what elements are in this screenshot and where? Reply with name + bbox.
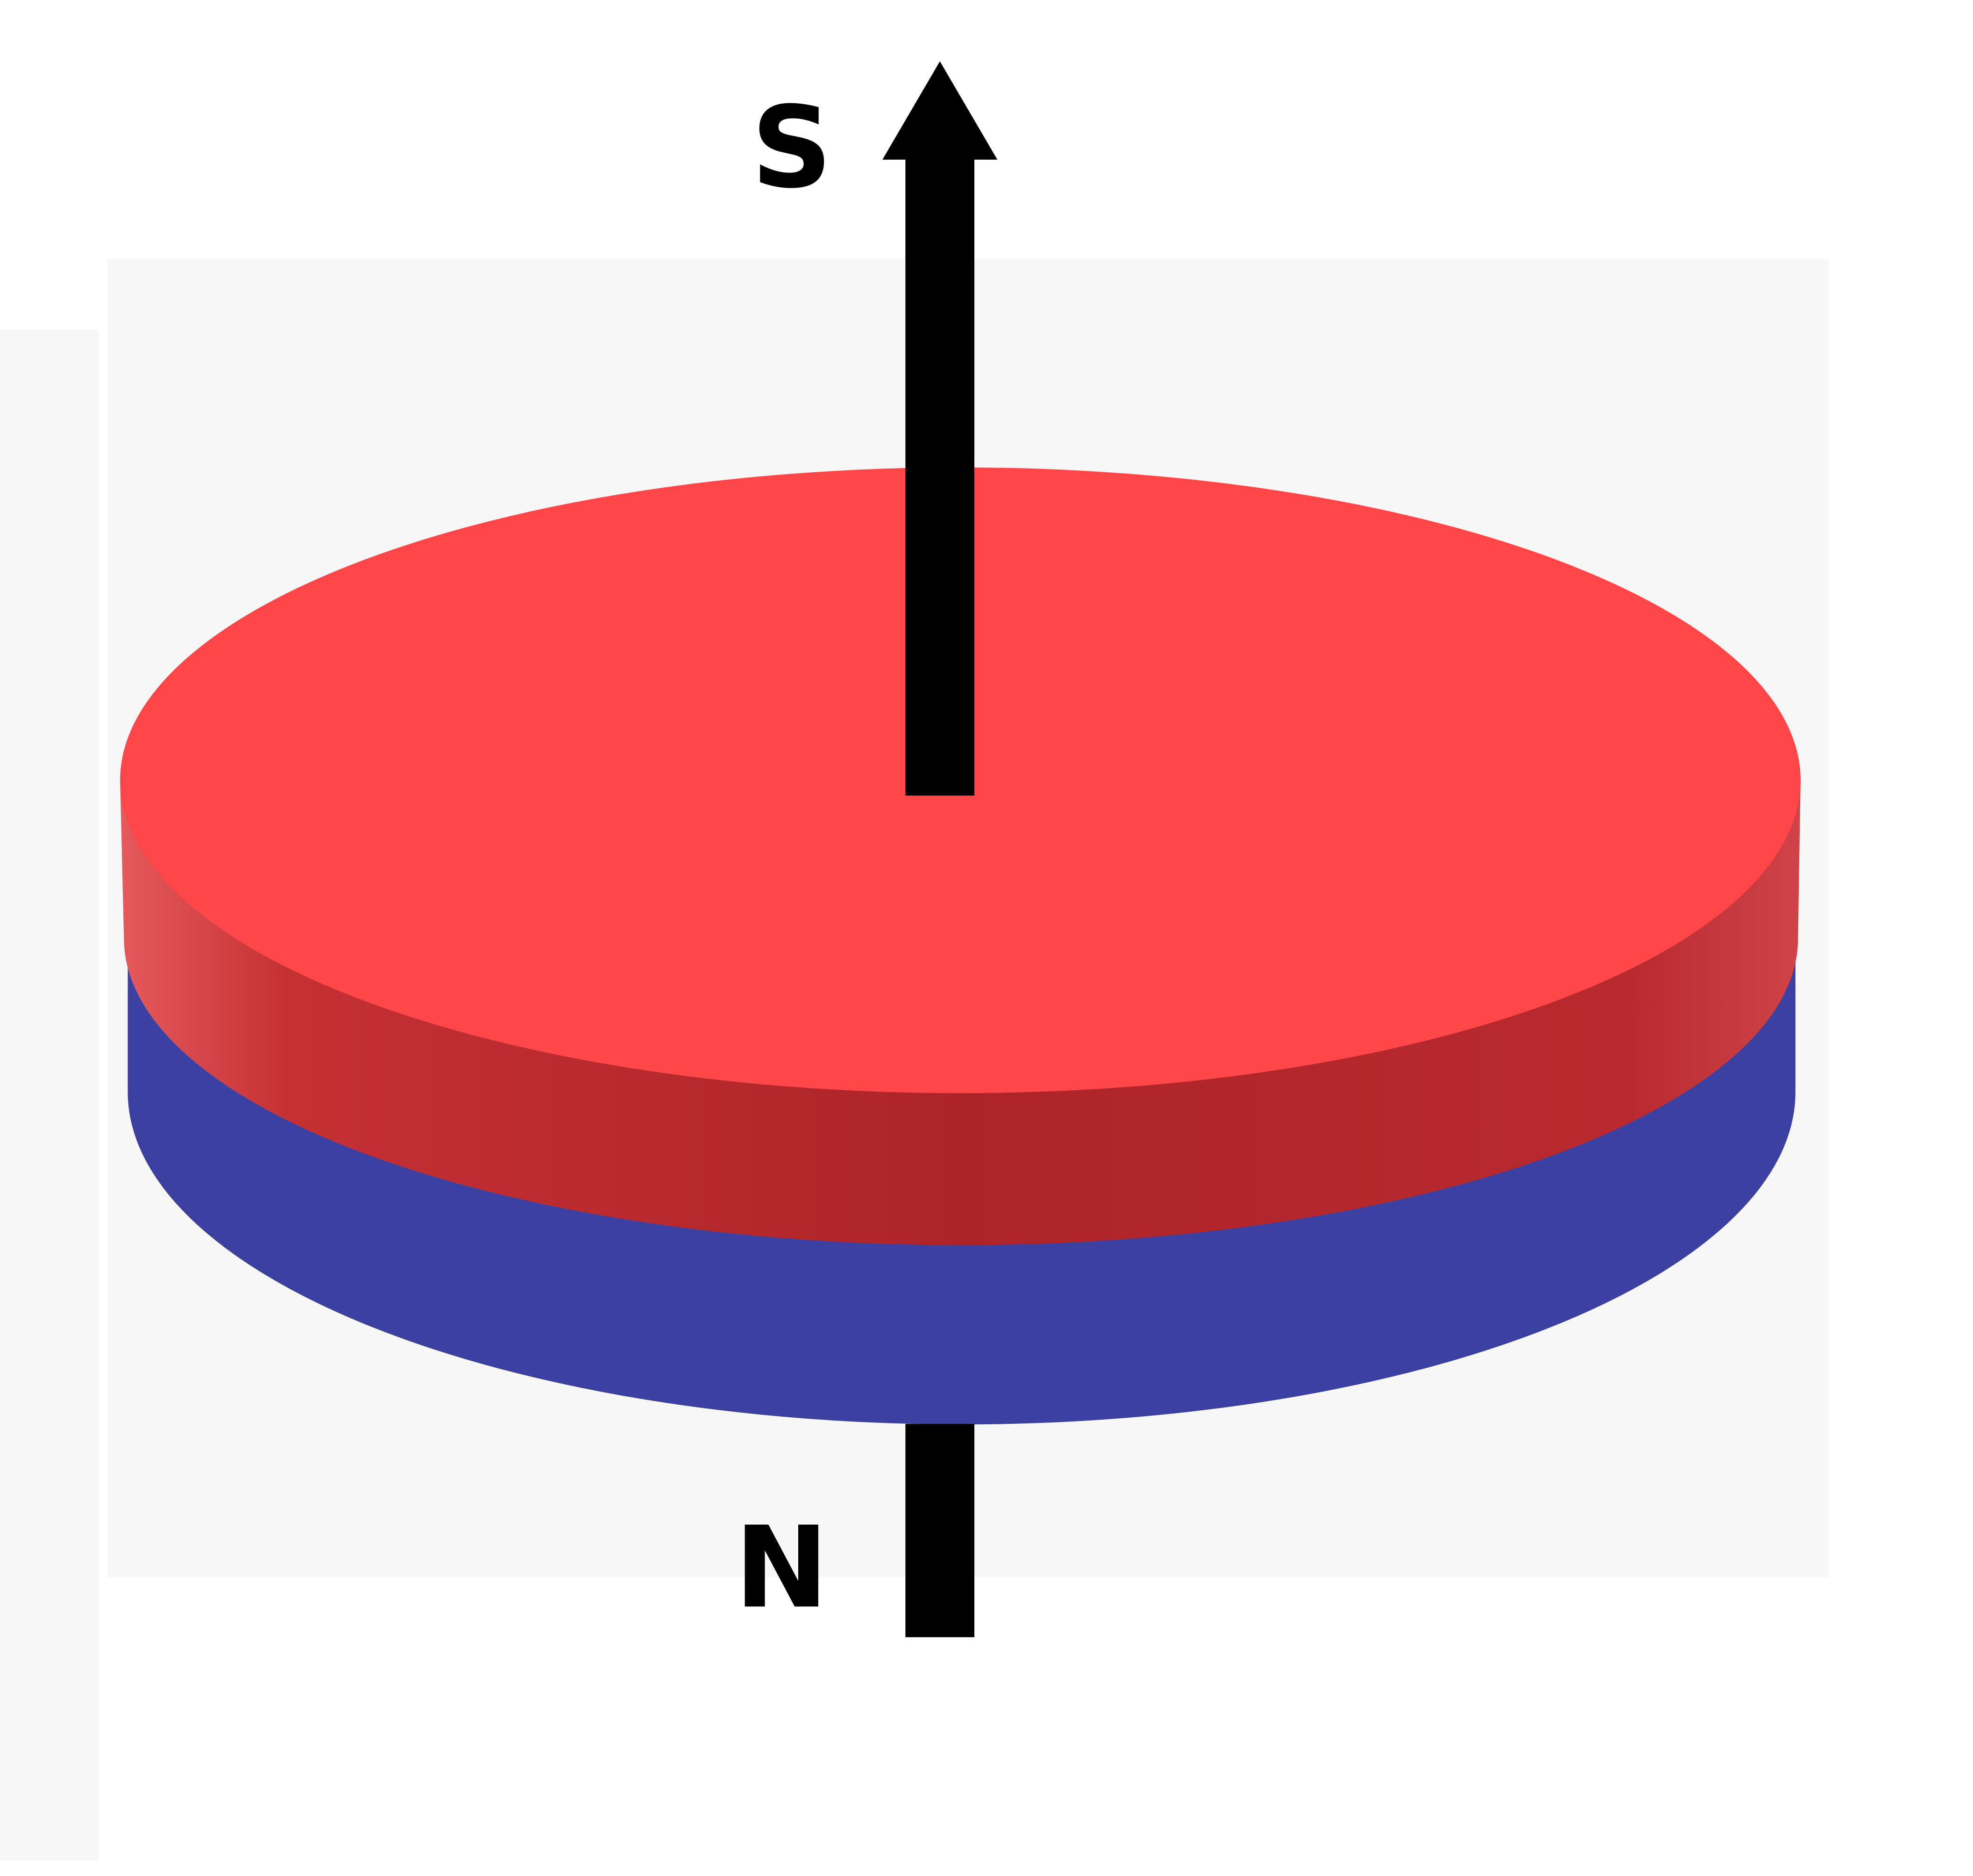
arrow-shaft-upper	[905, 153, 975, 796]
left-background-panel	[0, 329, 99, 1861]
magnetization-arrow	[882, 61, 998, 1637]
arrow-shaft-lower	[905, 1424, 975, 1637]
north-pole-label: N	[735, 1502, 829, 1633]
arrow-up-icon	[882, 61, 998, 160]
south-pole-label: S	[751, 82, 832, 213]
